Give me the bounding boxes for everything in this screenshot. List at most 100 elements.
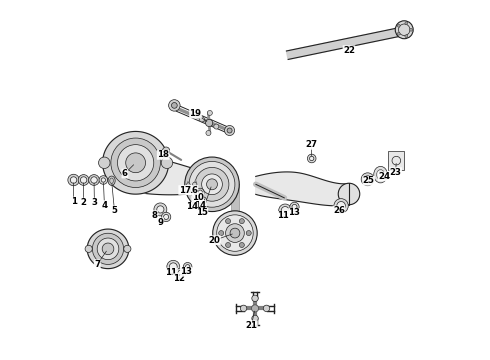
- Circle shape: [186, 265, 190, 269]
- Circle shape: [240, 305, 247, 312]
- Text: 13: 13: [180, 267, 192, 276]
- Circle shape: [170, 263, 177, 271]
- Circle shape: [126, 153, 146, 173]
- Circle shape: [225, 243, 231, 248]
- FancyBboxPatch shape: [389, 151, 404, 170]
- Circle shape: [239, 219, 245, 224]
- Circle shape: [395, 21, 413, 39]
- Circle shape: [224, 126, 235, 135]
- Text: 14: 14: [186, 202, 198, 211]
- Circle shape: [68, 174, 79, 186]
- Text: 18: 18: [157, 150, 169, 159]
- Polygon shape: [112, 157, 198, 195]
- Circle shape: [397, 32, 400, 35]
- Text: 2: 2: [81, 198, 87, 207]
- Circle shape: [246, 230, 251, 235]
- Circle shape: [213, 211, 257, 255]
- Text: 1: 1: [71, 197, 76, 206]
- Circle shape: [219, 230, 223, 235]
- Circle shape: [290, 202, 299, 212]
- Circle shape: [225, 219, 231, 224]
- Circle shape: [337, 202, 345, 210]
- Circle shape: [157, 206, 164, 213]
- Circle shape: [101, 178, 105, 182]
- Circle shape: [196, 188, 204, 196]
- Text: 27: 27: [305, 140, 318, 149]
- Circle shape: [198, 190, 202, 194]
- Circle shape: [172, 103, 177, 108]
- Circle shape: [397, 24, 400, 27]
- Circle shape: [263, 305, 270, 312]
- Text: 16: 16: [186, 185, 198, 194]
- Circle shape: [405, 35, 408, 38]
- Circle shape: [161, 157, 172, 168]
- Circle shape: [251, 305, 259, 312]
- Text: 12: 12: [172, 274, 185, 283]
- Circle shape: [169, 100, 180, 111]
- Circle shape: [195, 167, 229, 201]
- Circle shape: [227, 128, 232, 133]
- Circle shape: [189, 161, 235, 207]
- Circle shape: [164, 215, 169, 220]
- Circle shape: [338, 183, 360, 205]
- Circle shape: [124, 245, 131, 252]
- Circle shape: [175, 268, 186, 278]
- Ellipse shape: [374, 166, 388, 183]
- Circle shape: [405, 22, 408, 25]
- Circle shape: [191, 200, 197, 207]
- Text: 5: 5: [112, 206, 118, 215]
- Circle shape: [202, 174, 222, 195]
- Text: 17: 17: [179, 185, 191, 194]
- Circle shape: [78, 175, 89, 185]
- Text: 11: 11: [166, 268, 177, 277]
- Circle shape: [334, 199, 348, 213]
- Circle shape: [230, 228, 240, 238]
- Text: 21: 21: [245, 321, 257, 330]
- Circle shape: [161, 212, 171, 222]
- Text: 22: 22: [343, 46, 355, 55]
- Circle shape: [410, 28, 413, 31]
- Circle shape: [206, 131, 211, 135]
- Circle shape: [310, 156, 314, 161]
- Circle shape: [207, 179, 218, 190]
- Text: 4: 4: [101, 201, 107, 210]
- Text: 7: 7: [94, 260, 100, 269]
- Circle shape: [279, 204, 292, 217]
- Circle shape: [307, 154, 316, 163]
- Circle shape: [187, 183, 190, 186]
- Text: 26: 26: [333, 206, 345, 215]
- Circle shape: [80, 177, 87, 183]
- Circle shape: [167, 260, 180, 273]
- Text: 23: 23: [390, 168, 402, 177]
- Circle shape: [97, 238, 119, 260]
- Circle shape: [205, 120, 213, 127]
- Circle shape: [183, 262, 192, 271]
- Text: 3: 3: [91, 198, 98, 207]
- Circle shape: [207, 111, 212, 116]
- Circle shape: [292, 204, 297, 210]
- Text: 11: 11: [277, 211, 290, 220]
- Text: 25: 25: [363, 176, 375, 185]
- Text: 13: 13: [289, 208, 300, 217]
- Circle shape: [217, 215, 253, 251]
- Circle shape: [85, 245, 92, 252]
- Text: 14: 14: [194, 201, 206, 210]
- Circle shape: [214, 124, 219, 129]
- Circle shape: [93, 233, 123, 265]
- Text: 10: 10: [192, 193, 204, 202]
- Polygon shape: [102, 131, 169, 194]
- Circle shape: [154, 203, 167, 216]
- Polygon shape: [287, 28, 401, 59]
- Text: 19: 19: [190, 109, 201, 118]
- Circle shape: [239, 243, 245, 248]
- Circle shape: [199, 197, 207, 204]
- Ellipse shape: [108, 176, 115, 185]
- Circle shape: [102, 243, 114, 255]
- Circle shape: [71, 177, 77, 183]
- Circle shape: [163, 147, 170, 154]
- Circle shape: [111, 138, 160, 188]
- Circle shape: [91, 177, 97, 183]
- Circle shape: [99, 176, 108, 184]
- Circle shape: [89, 175, 99, 185]
- Circle shape: [193, 182, 197, 186]
